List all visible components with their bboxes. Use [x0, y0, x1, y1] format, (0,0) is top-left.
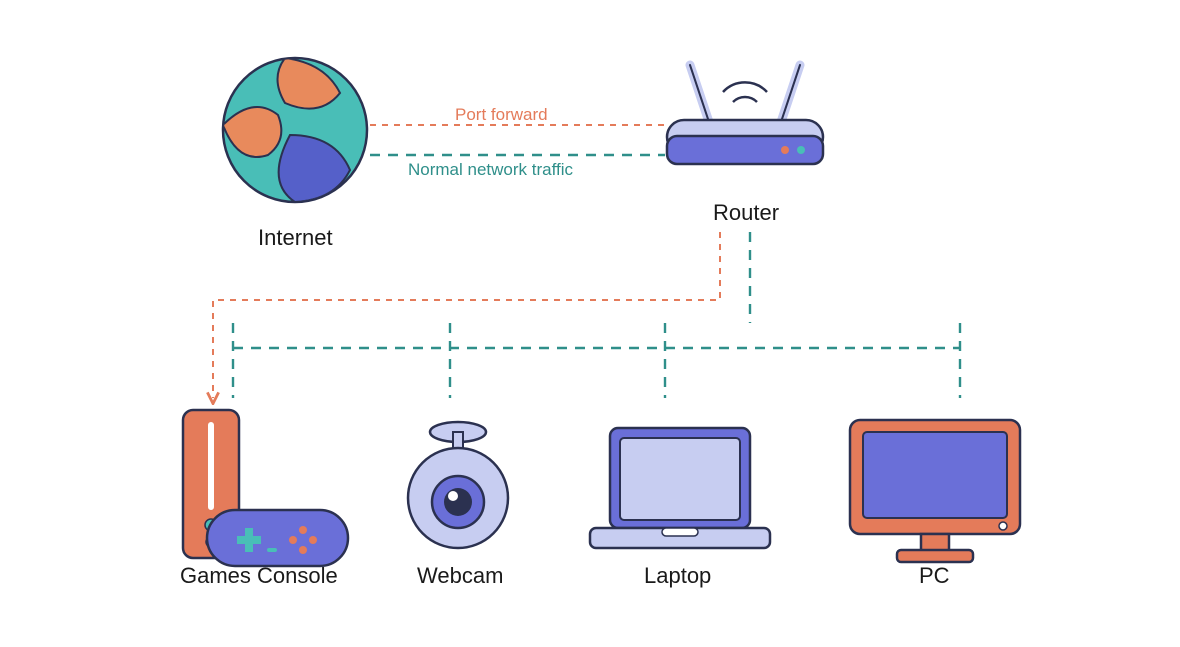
internet-icon: [223, 58, 367, 202]
diagram-stage: Internet Router Games Console Webcam Laptop P…: [0, 0, 1180, 647]
pc-icon: [850, 420, 1020, 562]
laptop-icon: [590, 428, 770, 548]
games-console-icon: [183, 410, 348, 566]
webcam-icon: [408, 422, 508, 548]
label-webcam: Webcam: [417, 563, 503, 589]
label-internet: Internet: [258, 225, 333, 251]
label-port-forward: Port forward: [455, 105, 548, 125]
icons-layer: [0, 0, 1180, 647]
label-laptop: Laptop: [644, 563, 711, 589]
label-games: Games Console: [180, 563, 338, 589]
label-pc: PC: [919, 563, 950, 589]
router-icon: [667, 65, 823, 164]
label-router: Router: [713, 200, 779, 226]
label-normal-traffic: Normal network traffic: [408, 160, 573, 180]
